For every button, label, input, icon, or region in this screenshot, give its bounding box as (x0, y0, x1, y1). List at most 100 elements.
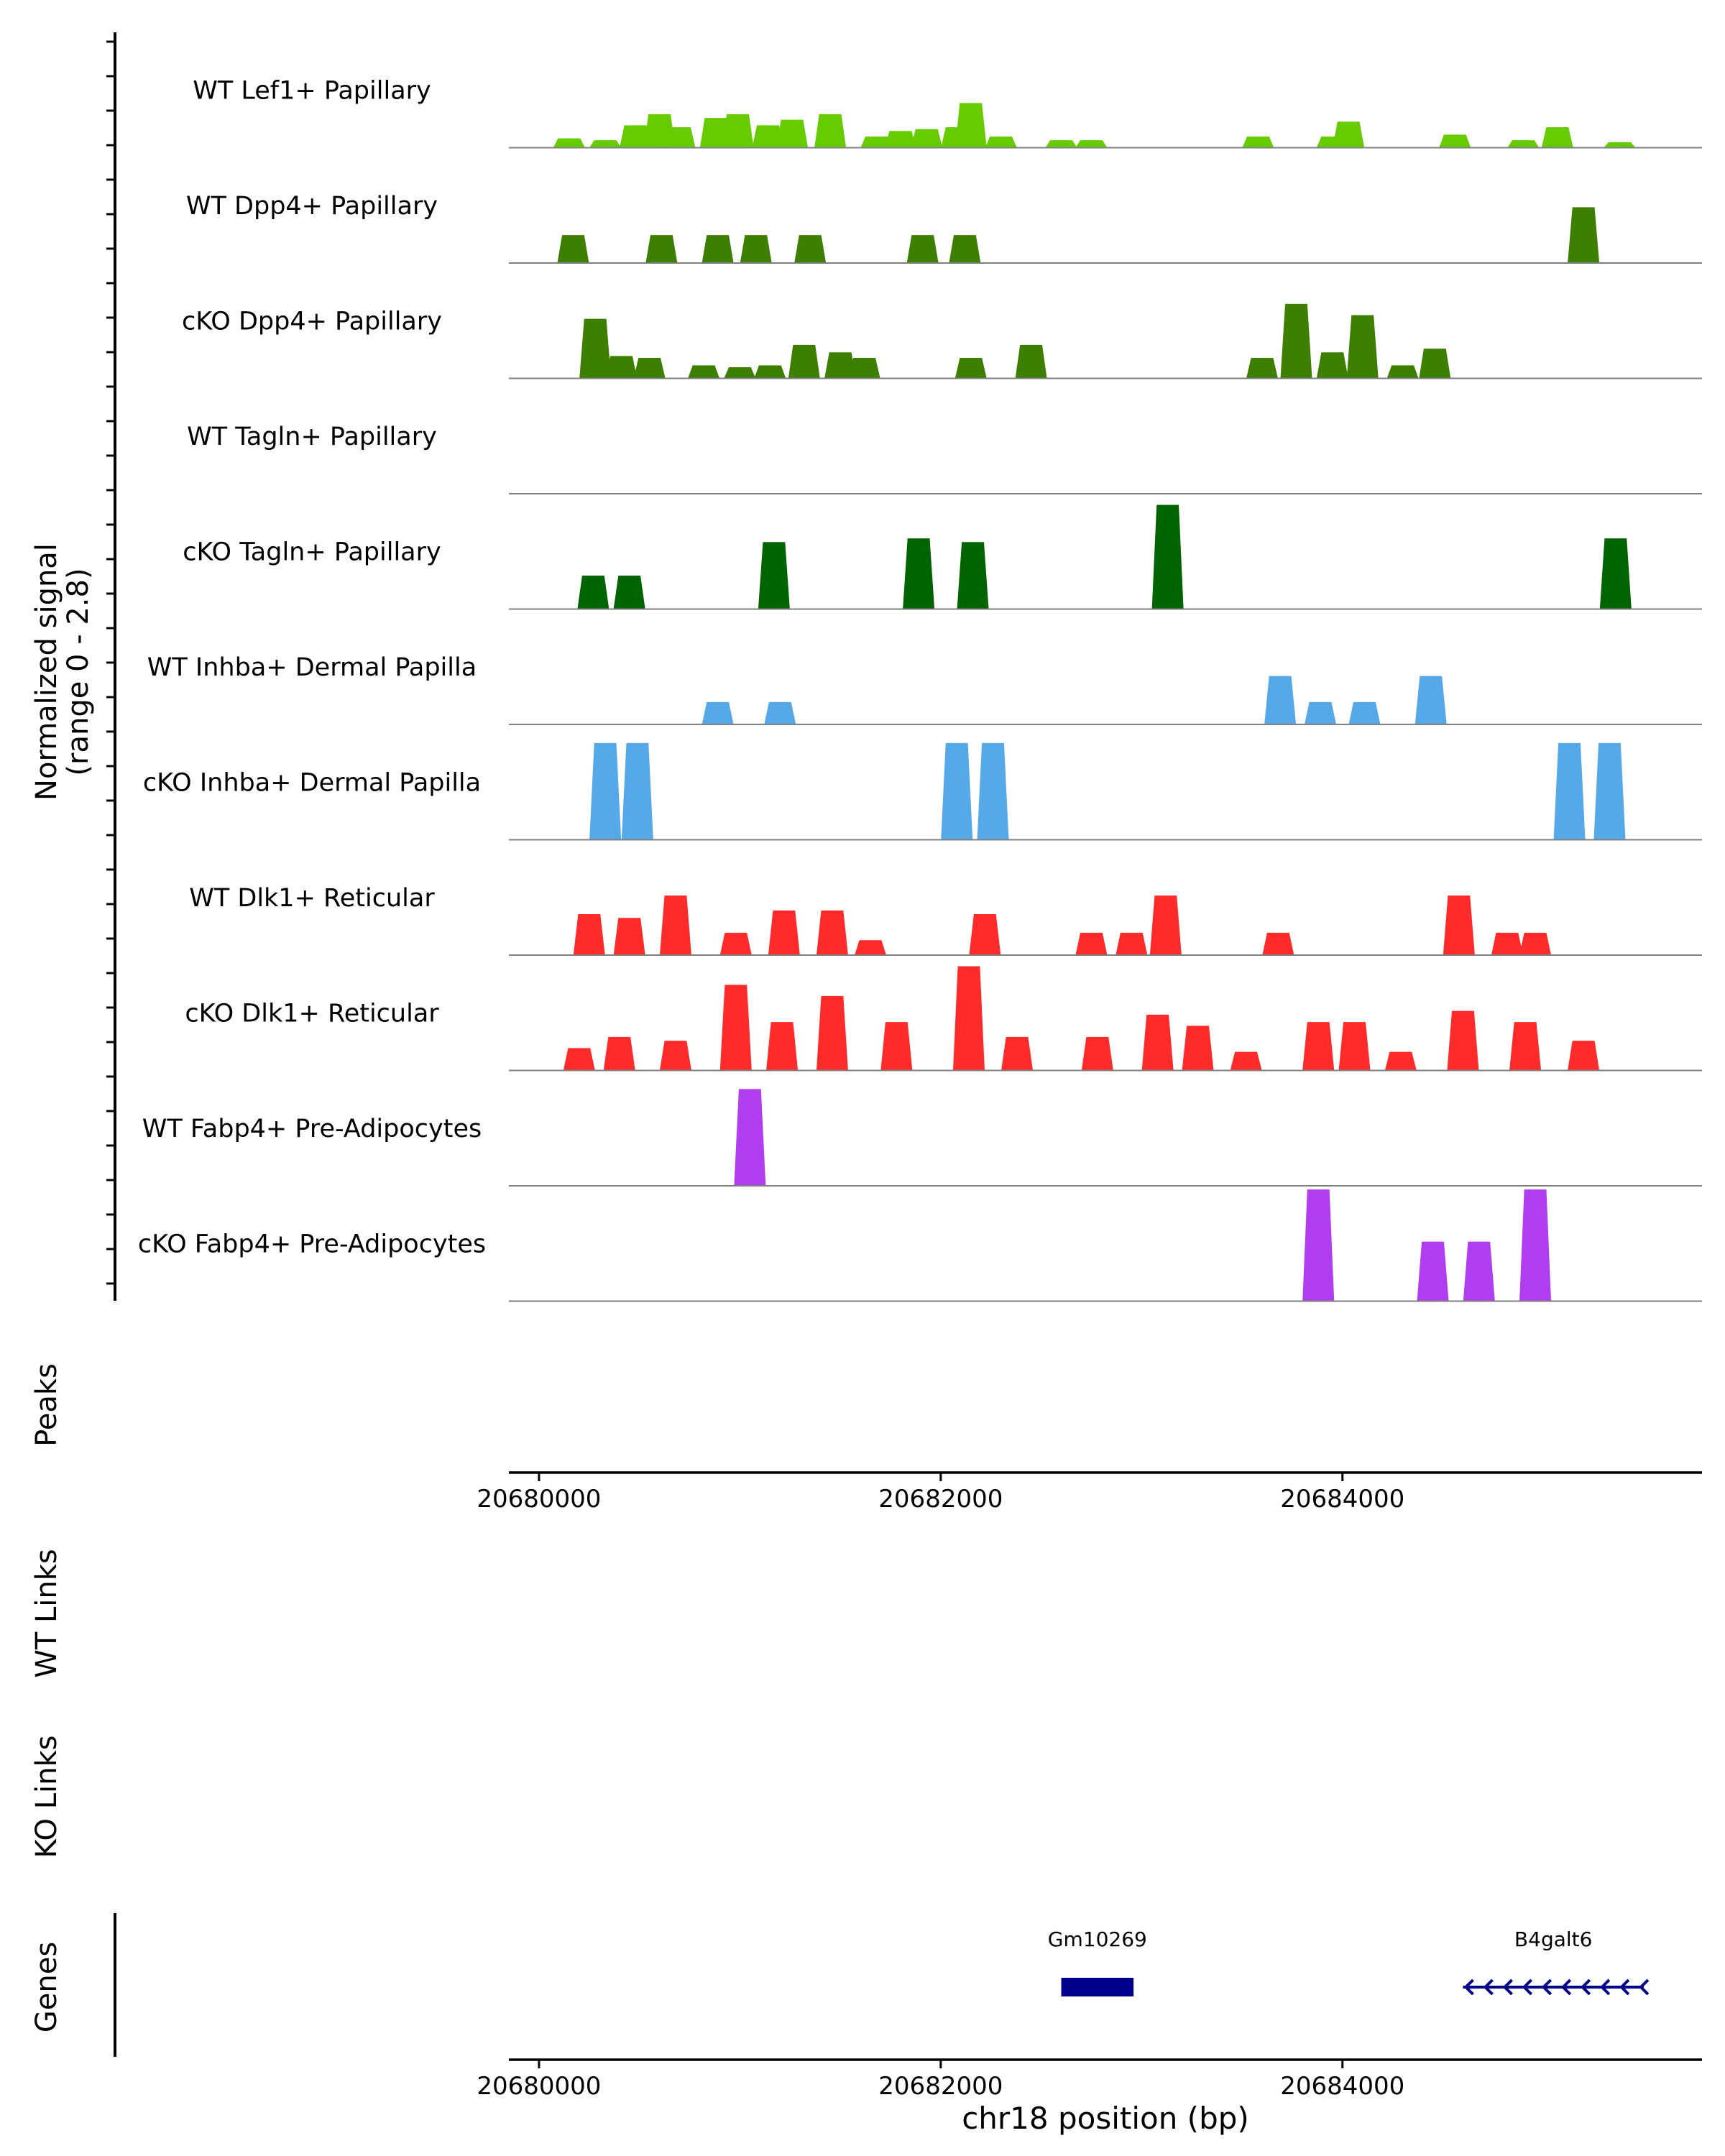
strand-arrow (1463, 1978, 1474, 1996)
coverage-peak (1264, 676, 1297, 724)
strand-arrow (1541, 1978, 1552, 1996)
coverage-peak (758, 542, 790, 609)
coverage-peak (788, 344, 820, 379)
coverage-peak (719, 985, 752, 1071)
track-3: cKO Dpp4+ Papillary (182, 303, 1702, 379)
coverage-peak (824, 352, 857, 379)
track-label: WT Inhba+ Dermal Papilla (147, 653, 477, 682)
peaks-panel-title: Peaks (30, 1363, 63, 1447)
coverage-peak (816, 995, 848, 1071)
coverage-peak (906, 235, 939, 263)
track-label: WT Dpp4+ Papillary (186, 192, 438, 221)
coverage-peak (605, 356, 638, 379)
coverage-peak (563, 1048, 595, 1071)
coverage-peak (794, 235, 827, 263)
x-tick-label: 20680000 (477, 1485, 601, 1514)
track-9: cKO Dlk1+ Reticular (185, 966, 1702, 1072)
coverage-peak (1302, 1189, 1335, 1302)
coverage-peak (663, 127, 696, 148)
coverage-peak (776, 119, 809, 148)
coverage-peak (719, 932, 752, 955)
track-8: WT Dlk1+ Reticular (189, 884, 1702, 956)
strand-arrow (1619, 1978, 1630, 1996)
coverage-peak (1519, 932, 1552, 955)
track-label: WT Lef1+ Papillary (193, 77, 431, 106)
track-7: cKO Inhba+ Dermal Papilla (143, 742, 1702, 841)
strand-arrow (1483, 1978, 1494, 1996)
strand-arrow (1502, 1978, 1513, 1996)
coverage-peak (752, 125, 784, 148)
coverage-peak (1346, 315, 1379, 379)
coverage-peak (1447, 1010, 1479, 1071)
coverage-peak (1316, 352, 1348, 379)
track-label: cKO Inhba+ Dermal Papilla (143, 769, 481, 798)
coverage-peak (1386, 365, 1419, 379)
x-tick-label: 20682000 (878, 2072, 1003, 2101)
strand-arrow (1560, 1978, 1572, 1996)
coverage-peak (722, 114, 754, 148)
coverage-peak (734, 1089, 766, 1186)
coverage-peak (589, 140, 622, 148)
coverage-peak (1604, 142, 1636, 148)
coverage-peak (1015, 344, 1047, 379)
coverage-peak (954, 358, 987, 379)
coverage-peak (645, 235, 678, 263)
coverage-peak (620, 125, 652, 148)
track-11: cKO Fabp4+ Pre-Adipocytes (138, 1189, 1702, 1302)
coverage-peak (1305, 701, 1337, 724)
coverage-peak (816, 910, 848, 955)
coverage-peak (1463, 1241, 1495, 1302)
x-tick-label: 20684000 (1280, 1485, 1404, 1514)
x-tick-label: 20682000 (878, 1485, 1003, 1514)
coverage-peak (903, 538, 935, 609)
coverage-peak (1541, 127, 1573, 148)
coverage-peak (577, 575, 610, 609)
coverage-peak (702, 235, 734, 263)
coverage-peak (957, 542, 989, 609)
track-5: cKO Tagln+ Papillary (183, 505, 1702, 610)
coverage-peak (949, 235, 981, 263)
track-label: cKO Dlk1+ Reticular (185, 1000, 439, 1028)
track-label: WT Fabp4+ Pre-Adipocytes (142, 1115, 482, 1143)
coverage-peak (1417, 1241, 1449, 1302)
y-axis-title: Normalized signal (30, 543, 63, 801)
coverage-peak (860, 136, 893, 148)
track-2: WT Dpp4+ Papillary (186, 192, 1702, 264)
coverage-peak (1599, 538, 1632, 609)
coverage-peak (969, 914, 1001, 955)
gene-label: Gm10269 (1048, 1927, 1147, 1951)
coverage-peak (1302, 1022, 1335, 1071)
coverage-peak (985, 136, 1017, 148)
coverage-peak (603, 1036, 635, 1071)
coverage-peak (1509, 1022, 1542, 1071)
coverage-peak (1384, 1051, 1417, 1071)
track-label: cKO Fabp4+ Pre-Adipocytes (138, 1230, 486, 1259)
genes-panel-title: Genes (30, 1942, 63, 2032)
track-10: WT Fabp4+ Pre-Adipocytes (142, 1089, 1702, 1187)
coverage-peak (659, 895, 691, 955)
track-label: cKO Dpp4+ Papillary (182, 308, 442, 336)
coverage-peak (1439, 134, 1471, 148)
coverage-peak (659, 1041, 691, 1071)
coverage-peak (884, 131, 916, 148)
ko-links-panel-title: KO Links (30, 1736, 63, 1858)
coverage-peak (1568, 1041, 1600, 1071)
track-label: WT Dlk1+ Reticular (189, 884, 435, 913)
coverage-peak (1081, 1036, 1113, 1071)
x-axis-title: chr18 position (bp) (962, 2101, 1249, 2136)
coverage-peak (1593, 742, 1626, 840)
track-4: WT Tagln+ Papillary (187, 423, 1702, 494)
coverage-peak (589, 742, 622, 840)
strand-arrow (1600, 1978, 1611, 1996)
coverage-peak (911, 129, 943, 148)
coverage-peak (1151, 505, 1184, 609)
coverage-peak (954, 103, 987, 148)
coverage-peak (688, 365, 720, 379)
coverage-peak (557, 235, 589, 263)
strand-arrow (1639, 1978, 1650, 1996)
coverage-peak (702, 701, 734, 724)
coverage-peak (1075, 932, 1108, 955)
coverage-peak (621, 742, 653, 840)
coverage-peak (848, 358, 880, 379)
